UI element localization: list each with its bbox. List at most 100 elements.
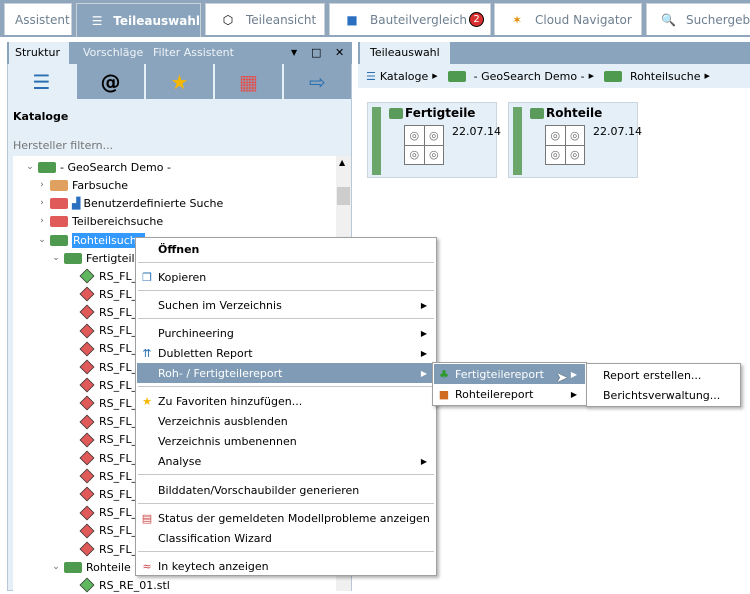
menu-item-dubletten-report[interactable]: ⇈ Dubletten Report ▶ — [137, 343, 435, 363]
node-label: RS_FL_ — [99, 287, 138, 301]
node-label: RS_FL_ — [99, 324, 138, 338]
tree-leaf-rs-fl[interactable]: RS_FL_ — [79, 267, 137, 285]
tab-teileauswahl-view[interactable]: Teileauswahl — [360, 42, 450, 64]
close-icon[interactable]: ✕ — [335, 46, 345, 59]
tab-bauteilvergleich[interactable]: ■ Bauteilvergleich 2 — [329, 3, 491, 35]
menu-item-keytech[interactable]: ≈ In keytech anzeigen — [137, 556, 435, 576]
tab-struktur[interactable]: Struktur — [9, 42, 69, 64]
menu-item-kopieren[interactable]: ❐ Kopieren — [137, 267, 435, 287]
chevron-down-icon[interactable]: ⌄ — [52, 253, 60, 263]
menu-item-suchen[interactable]: Suchen im Verzeichnis ▶ — [137, 295, 435, 315]
tree-leaf-rs-fl[interactable]: RS_FL_ — [79, 431, 137, 449]
part-cube-icon — [79, 523, 95, 539]
menu-item-roh-fertigteilereport[interactable]: Roh- / Fertigteilereport ▶ — [137, 363, 435, 383]
chevron-right-icon[interactable]: ▶ — [704, 72, 710, 80]
right-panel-header: Teileauswahl — [358, 42, 750, 64]
chevron-down-icon[interactable]: ⌄ — [26, 162, 34, 172]
tree-leaf-rs-fl[interactable]: RS_FL_ — [79, 358, 137, 376]
tree-node-benutzerdefinierte-suche[interactable]: › ▟ Benutzerdefinierte Suche — [36, 194, 223, 212]
menu-item-bilddaten[interactable]: Bilddaten/Vorschaubilder generieren — [137, 480, 435, 500]
menu-item-analyse[interactable]: Analyse ▶ — [137, 451, 435, 471]
breadcrumb-geosearch[interactable]: - GeoSearch Demo - — [473, 69, 585, 83]
divider — [138, 262, 434, 263]
chevron-right-icon: ▶ — [420, 456, 427, 466]
tree-leaf-rs-fl[interactable]: RS_FL_ — [79, 413, 137, 431]
menu-item-rohteilereport[interactable]: ■ Rohteilereport ▶ — [434, 384, 585, 404]
breadcrumb-kataloge[interactable]: Kataloge — [379, 69, 429, 83]
tree-leaf-rs-fl[interactable]: RS_FL_ — [79, 322, 138, 340]
tree-leaf-rs-fl[interactable]: RS_FL_ — [79, 340, 137, 358]
card-title: Rohteile — [546, 106, 603, 120]
breadcrumb-rohteilsuche[interactable]: Rohteilsuche — [629, 69, 701, 83]
node-label: RS_FL_ — [99, 378, 138, 392]
tree-node-geosearch[interactable]: ⌄ - GeoSearch Demo - — [24, 158, 171, 176]
menu-item-fertigteilereport[interactable]: ♣ Fertigteilereport ▶ — [434, 364, 585, 384]
tab-label: Assistent — [15, 12, 70, 27]
at-icon[interactable]: @ — [77, 64, 146, 99]
submenu-report: ♣ Fertigteilereport ▶ ■ Rohteilereport ▶ — [432, 362, 587, 406]
menu-item-purchineering[interactable]: Purchineering ▶ — [137, 323, 435, 343]
tab-vorschlaege[interactable]: Vorschläge — [83, 46, 144, 59]
tab-assistent[interactable]: Assistent — [4, 3, 72, 35]
catalog-card-rohteile[interactable]: Rohteile ◎ ◎ ◎ ◎ 22.07.14 — [508, 102, 642, 178]
manufacturer-filter-input[interactable] — [13, 136, 349, 154]
search-icon: 🔍 — [661, 12, 676, 27]
tree-node-fertigteile[interactable]: ⌄ Fertigteile — [50, 249, 141, 267]
catalog-stack-icon[interactable]: ☰ — [8, 64, 77, 99]
chevron-right-icon[interactable]: ▶ — [432, 72, 438, 80]
tree-node-rohteilsuche[interactable]: ⌄ Rohteilsuche — [36, 231, 145, 249]
menu-item-umbenennen[interactable]: Verzeichnis umbenennen — [137, 431, 435, 451]
menu-item-ausblenden[interactable]: Verzeichnis ausblenden — [137, 411, 435, 431]
context-menu: Öffnen ❐ Kopieren Suchen im Verzeichnis ▶ … — [135, 237, 437, 576]
folder-icon — [64, 561, 82, 573]
tree-leaf-rs-re-01[interactable]: RS_RE_01.stl — [79, 576, 170, 594]
star-icon[interactable]: ★ — [146, 64, 215, 99]
tree-leaf-rs-fl[interactable]: RS_FL_ — [79, 485, 137, 503]
menu-item-status-modellprobleme[interactable]: ▤ Status der gemeldeten Modellprobleme an… — [137, 508, 435, 528]
tree-node-teilbereichsuche[interactable]: › Teilbereichsuche — [36, 212, 163, 230]
scrollbar-thumb[interactable] — [337, 187, 350, 205]
tree-leaf-rs-fl[interactable]: RS_FL_ — [79, 522, 137, 540]
chevron-right-icon[interactable]: ▶ — [588, 72, 594, 80]
catalog-card-fertigteile[interactable]: Fertigteile ◎ ◎ ◎ ◎ 22.07.14 — [367, 102, 501, 178]
tab-suchergebnisse[interactable]: 🔍 Suchergebn — [646, 3, 750, 35]
tree-node-rohteile[interactable]: ⌄ Rohteile — [50, 558, 131, 576]
tree-leaf-rs-fl[interactable]: RS_FL_ — [79, 394, 137, 412]
maximize-icon[interactable]: □ — [311, 46, 322, 59]
tab-filter-assistent[interactable]: Filter Assistent — [153, 46, 234, 59]
catalog-stack-icon: ☰ — [91, 13, 103, 28]
menu-item-oeffnen[interactable]: Öffnen — [137, 239, 435, 259]
dropdown-icon[interactable]: ▼ — [291, 48, 298, 57]
menu-item-report-erstellen[interactable]: Report erstellen... — [588, 365, 739, 385]
tree-leaf-rs-fl[interactable]: RS_FL_ — [79, 449, 137, 467]
chevron-down-icon[interactable]: ⌄ — [52, 562, 60, 572]
chevron-right-icon: ▶ — [420, 300, 427, 310]
chevron-right-icon[interactable]: › — [40, 180, 44, 190]
folder-icon — [50, 215, 68, 227]
tree-leaf-rs-fl[interactable]: RS_FL_ — [79, 467, 138, 485]
thumbnail: ◎ ◎ ◎ ◎ — [545, 125, 585, 165]
report-icon: ▤ — [141, 511, 153, 525]
tree-leaf-rs-fl[interactable]: RS_FL_ — [79, 376, 138, 394]
export-icon[interactable]: ⇨ — [284, 64, 351, 99]
calendar-icon[interactable]: ▦ — [215, 64, 284, 99]
tab-cloud-navigator[interactable]: ✶ Cloud Navigator — [494, 3, 642, 35]
tree-leaf-rs-fl[interactable]: RS_FL_ — [79, 504, 138, 522]
menu-item-favoriten[interactable]: ★ Zu Favoriten hinzufügen... — [137, 391, 435, 411]
menu-item-berichtsverwaltung[interactable]: Berichtsverwaltung... — [588, 385, 739, 405]
tree-leaf-rs-fl[interactable]: RS_FL_ — [79, 303, 137, 321]
node-label: RS_FL_ — [99, 469, 138, 483]
tab-teileauswahl[interactable]: ☰ Teileauswahl — [76, 3, 201, 37]
menu-label: Analyse — [158, 454, 202, 468]
chevron-down-icon[interactable]: ⌄ — [38, 235, 46, 245]
tree-leaf-rs-fl[interactable]: RS_FL_ — [79, 285, 138, 303]
chevron-right-icon[interactable]: › — [40, 216, 44, 226]
tab-teileansicht[interactable]: ⬡ Teileansicht — [205, 3, 325, 35]
node-label: RS_FL_ — [99, 506, 138, 520]
chevron-right-icon[interactable]: › — [40, 198, 44, 208]
tree-leaf-rs-fl[interactable]: RS_FL_ — [79, 540, 137, 558]
divider — [138, 551, 434, 552]
chevron-right-icon: ▶ — [420, 328, 427, 338]
menu-item-classification-wizard[interactable]: Classification Wizard — [137, 528, 435, 548]
tree-node-farbsuche[interactable]: › Farbsuche — [36, 176, 128, 194]
